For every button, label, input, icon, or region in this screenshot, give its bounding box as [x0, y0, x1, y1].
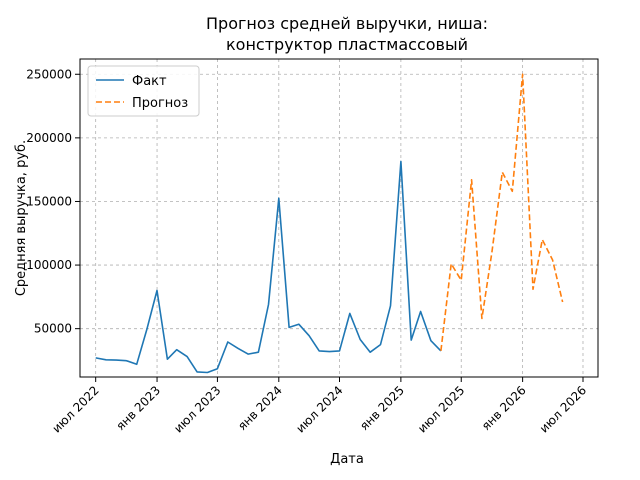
y-tick-label: 150000 — [26, 194, 72, 208]
chart-title-line-1: Прогноз средней выручки, ниша: — [206, 14, 488, 33]
y-axis: 50000 100000 150000 200000 250000 — [26, 67, 80, 336]
chart-title-line-2: конструктор пластмассовый — [226, 35, 468, 54]
y-tick-label: 50000 — [34, 322, 72, 336]
x-tick-label: июл 2026 — [537, 383, 589, 435]
legend-label: Факт — [132, 74, 167, 89]
x-tick-label: янв 2023 — [113, 383, 163, 433]
x-tick-label: июл 2022 — [50, 383, 102, 435]
legend-label: Прогноз — [132, 96, 188, 111]
x-axis-title: Дата — [330, 452, 364, 467]
plot-frame — [79, 58, 599, 378]
x-tick-label: июл 2024 — [293, 383, 345, 435]
x-tick-label: янв 2024 — [235, 383, 285, 433]
series-line-forecast — [440, 73, 564, 351]
x-tick-label: июл 2025 — [415, 383, 467, 435]
legend: Факт Прогноз — [87, 65, 200, 117]
x-tick-label: июл 2023 — [171, 383, 223, 435]
series-line-fact — [95, 160, 442, 374]
series-layer — [95, 73, 564, 374]
y-tick-label: 250000 — [26, 67, 72, 81]
y-tick-label: 200000 — [26, 131, 72, 145]
y-axis-title: Средняя выручка, руб. — [14, 140, 29, 296]
legend-box — [87, 65, 200, 117]
x-tick-label: янв 2025 — [357, 383, 407, 433]
x-axis: июл 2022 янв 2023 июл 2023 янв 2024 июл 2024… — [50, 377, 589, 436]
grid — [80, 59, 598, 377]
chart-title: Прогноз средней выручки, ниша: конструкт… — [206, 14, 488, 54]
x-tick-label: янв 2026 — [479, 383, 529, 433]
y-tick-label: 100000 — [26, 258, 72, 272]
